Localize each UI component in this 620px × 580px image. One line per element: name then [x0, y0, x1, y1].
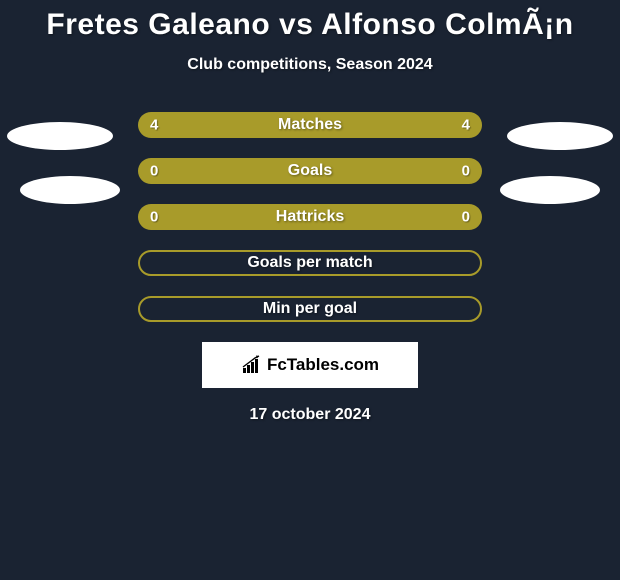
stat-label: Matches — [278, 116, 342, 134]
chart-icon — [241, 355, 263, 375]
logo-text: FcTables.com — [267, 355, 379, 375]
stat-value-left: 0 — [150, 163, 158, 180]
logo-box: FcTables.com — [202, 342, 418, 388]
decorative-ellipse — [20, 176, 120, 204]
stat-row: 0 0 Hattricks — [138, 204, 482, 230]
stat-label: Goals per match — [247, 254, 372, 272]
stat-value-left: 0 — [150, 209, 158, 226]
subtitle: Club competitions, Season 2024 — [0, 56, 620, 74]
stat-label: Min per goal — [263, 300, 357, 318]
decorative-ellipse — [7, 122, 113, 150]
stat-value-right: 0 — [462, 209, 470, 226]
stat-row: Min per goal — [138, 296, 482, 322]
decorative-ellipse — [500, 176, 600, 204]
stat-row: 0 0 Goals — [138, 158, 482, 184]
date-text: 17 october 2024 — [0, 406, 620, 424]
stat-row: Goals per match — [138, 250, 482, 276]
stat-value-left: 4 — [150, 117, 158, 134]
stat-label: Goals — [288, 162, 332, 180]
stat-row: 4 4 Matches — [138, 112, 482, 138]
stat-value-right: 4 — [462, 117, 470, 134]
page-title: Fretes Galeano vs Alfonso ColmÃ¡n — [0, 0, 620, 42]
stat-label: Hattricks — [276, 208, 344, 226]
stat-value-right: 0 — [462, 163, 470, 180]
decorative-ellipse — [507, 122, 613, 150]
